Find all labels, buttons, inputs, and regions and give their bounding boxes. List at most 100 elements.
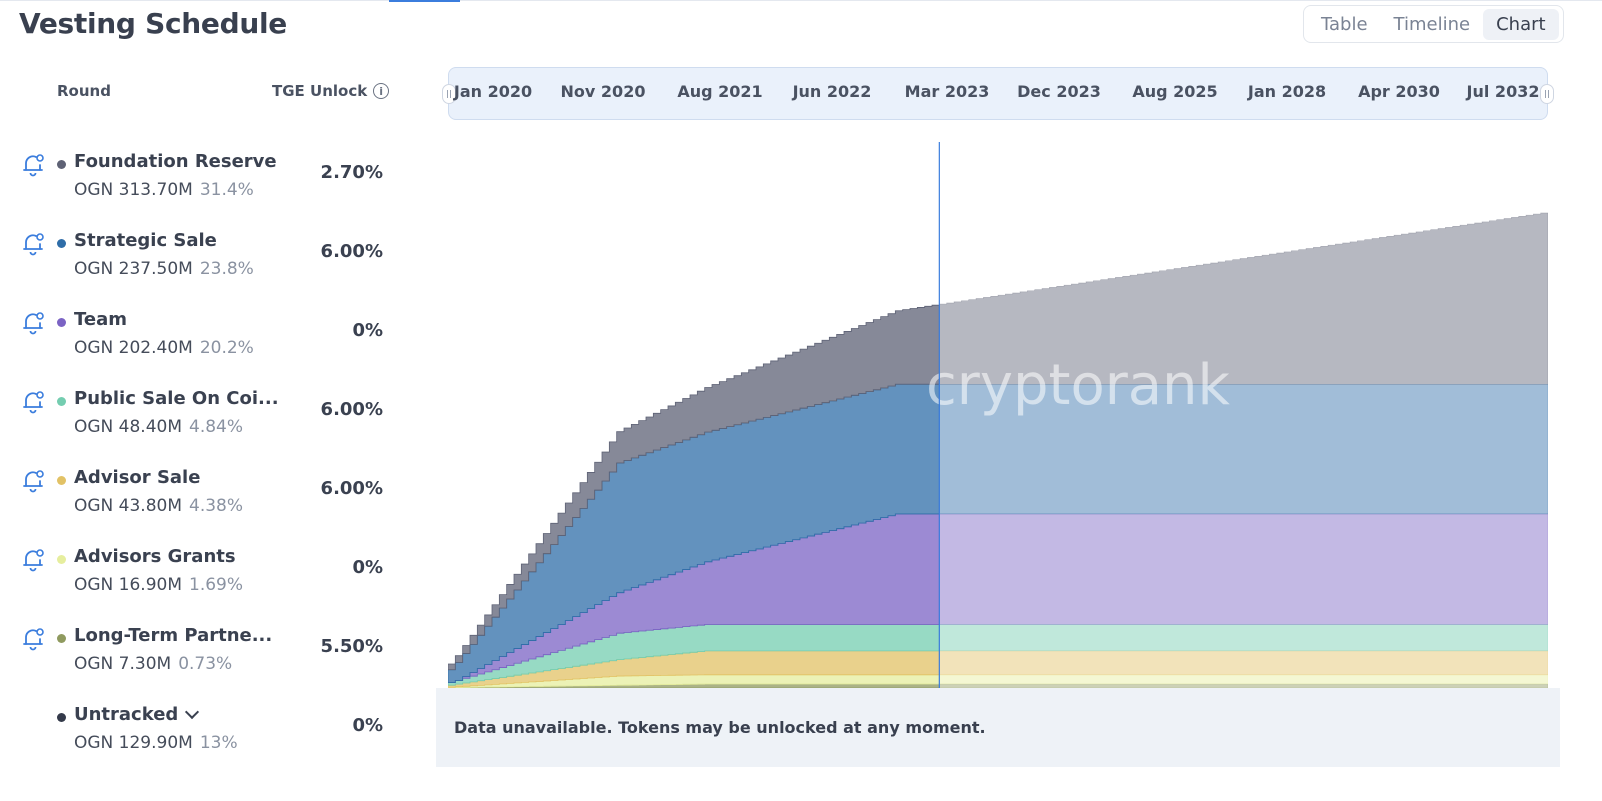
- round-name[interactable]: Untracked: [74, 704, 200, 725]
- round-color-dot: [57, 160, 66, 169]
- series-area-projected[interactable]: [939, 212, 1548, 385]
- column-header-tge-unlock: TGE Unlock i: [272, 82, 390, 100]
- round-name-text: Untracked: [74, 704, 179, 725]
- round-share: 31.4%: [199, 180, 254, 200]
- round-row[interactable]: Foundation Reserve OGN 313.70M 31.4% 2.70%: [0, 151, 400, 237]
- column-header-round: Round: [57, 82, 111, 100]
- timeline-label: Dec 2023: [1017, 82, 1101, 101]
- series-area-projected[interactable]: [939, 674, 1548, 685]
- round-name-text: Long-Term Partne...: [74, 625, 273, 646]
- chevron-down-icon[interactable]: [185, 704, 200, 720]
- round-tge-unlock: 0%: [352, 715, 383, 736]
- series-area-unlocked[interactable]: [448, 304, 940, 671]
- timeline-label: Jan 2028: [1247, 82, 1327, 101]
- tab-chart[interactable]: Chart: [1483, 8, 1559, 40]
- round-name-text: Foundation Reserve: [74, 151, 277, 172]
- series-area-projected[interactable]: [939, 683, 1548, 688]
- timeline-range-slider[interactable]: Jan 2020 Nov 2020 Aug 2021 Jun 2022 Mar …: [442, 67, 1554, 120]
- round-tge-unlock: 0%: [352, 557, 383, 578]
- round-name-text: Advisor Sale: [74, 467, 201, 488]
- round-row[interactable]: Advisors Grants OGN 16.90M 1.69% 0%: [0, 546, 400, 632]
- view-switcher: Table Timeline Chart: [1303, 5, 1564, 43]
- tab-table[interactable]: Table: [1321, 13, 1368, 35]
- page-title: Vesting Schedule: [19, 7, 287, 40]
- series-area-projected[interactable]: [939, 383, 1548, 515]
- bell-icon[interactable]: [21, 547, 45, 573]
- round-amount-value: OGN 237.50M: [74, 259, 193, 279]
- round-color-dot: [57, 634, 66, 643]
- bell-icon[interactable]: [21, 389, 45, 415]
- series-area-projected[interactable]: [939, 650, 1548, 676]
- bell-icon[interactable]: [21, 626, 45, 652]
- round-row[interactable]: Long-Term Partne... OGN 7.30M 0.73% 5.50%: [0, 625, 400, 711]
- round-color-dot: [57, 476, 66, 485]
- watermark: cryptorank: [926, 353, 1231, 418]
- round-share: 23.8%: [199, 259, 254, 279]
- round-name: Team: [74, 309, 127, 330]
- round-amount: OGN 16.90M 1.69%: [74, 575, 243, 595]
- bell-icon[interactable]: [21, 310, 45, 336]
- round-name: Public Sale On Coi...: [74, 388, 279, 409]
- series-area-projected[interactable]: [939, 624, 1548, 652]
- timeline-label: Apr 2030: [1358, 82, 1440, 101]
- round-name-text: Advisors Grants: [74, 546, 236, 567]
- bell-icon[interactable]: [21, 152, 45, 178]
- round-name: Long-Term Partne...: [74, 625, 272, 646]
- round-color-dot: [57, 397, 66, 406]
- round-row[interactable]: Public Sale On Coi... OGN 48.40M 4.84% 6.00…: [0, 388, 400, 474]
- round-amount: OGN 313.70M 31.4%: [74, 180, 254, 200]
- round-amount-value: OGN 16.90M: [74, 575, 183, 595]
- round-name-text: Team: [74, 309, 127, 330]
- top-border: [0, 0, 1602, 1]
- series-area-projected[interactable]: [939, 513, 1548, 625]
- round-color-dot: [57, 555, 66, 564]
- bell-icon[interactable]: [21, 231, 45, 257]
- info-icon[interactable]: i: [373, 83, 390, 99]
- round-amount-value: OGN 48.40M: [74, 417, 183, 437]
- round-amount-value: OGN 202.40M: [74, 338, 193, 358]
- round-tge-unlock: 6.00%: [320, 241, 383, 262]
- round-share: 13%: [199, 733, 238, 753]
- timeline-label: Jul 2032: [1466, 82, 1540, 101]
- round-row[interactable]: Strategic Sale OGN 237.50M 23.8% 6.00%: [0, 230, 400, 316]
- round-amount-value: OGN 129.90M: [74, 733, 193, 753]
- timeline-label: Jan 2020: [453, 82, 533, 101]
- round-row[interactable]: Advisor Sale OGN 43.80M 4.38% 6.00%: [0, 467, 400, 553]
- round-share: 20.2%: [199, 338, 254, 358]
- round-amount: OGN 237.50M 23.8%: [74, 259, 254, 279]
- tab-timeline[interactable]: Timeline: [1393, 13, 1471, 35]
- vesting-area-chart[interactable]: cryptorank: [448, 142, 1548, 688]
- untracked-notice-text: Data unavailable. Tokens may be unlocked…: [454, 718, 986, 737]
- range-start-handle[interactable]: [442, 84, 456, 104]
- round-color-dot: [57, 713, 66, 722]
- round-row[interactable]: Team OGN 202.40M 20.2% 0%: [0, 309, 400, 395]
- round-tge-unlock: 0%: [352, 320, 383, 341]
- round-name: Strategic Sale: [74, 230, 217, 251]
- round-tge-unlock: 6.00%: [320, 399, 383, 420]
- range-end-handle[interactable]: [1540, 84, 1554, 104]
- timeline-label: Nov 2020: [560, 82, 646, 101]
- round-row[interactable]: Untracked OGN 129.90M 13% 0%: [0, 704, 400, 790]
- round-tge-unlock: 6.00%: [320, 478, 383, 499]
- round-amount: OGN 7.30M 0.73%: [74, 654, 232, 674]
- round-amount-value: OGN 7.30M: [74, 654, 172, 674]
- round-amount-value: OGN 43.80M: [74, 496, 183, 516]
- timeline-label: Jun 2022: [792, 82, 872, 101]
- round-name: Advisors Grants: [74, 546, 236, 567]
- round-tge-unlock: 5.50%: [320, 636, 383, 657]
- bell-icon[interactable]: [21, 468, 45, 494]
- round-amount: OGN 129.90M 13%: [74, 733, 238, 753]
- round-name-text: Strategic Sale: [74, 230, 217, 251]
- round-share: 1.69%: [189, 575, 244, 595]
- round-name: Advisor Sale: [74, 467, 200, 488]
- round-share: 0.73%: [178, 654, 233, 674]
- round-amount: OGN 202.40M 20.2%: [74, 338, 254, 358]
- timeline-label: Mar 2023: [904, 82, 990, 101]
- timeline-label: Aug 2025: [1132, 82, 1218, 101]
- round-color-dot: [57, 239, 66, 248]
- timeline-label: Aug 2021: [677, 82, 763, 101]
- round-name-text: Public Sale On Coi...: [74, 388, 279, 409]
- round-amount: OGN 48.40M 4.84%: [74, 417, 243, 437]
- round-color-dot: [57, 318, 66, 327]
- round-share: 4.84%: [189, 417, 244, 437]
